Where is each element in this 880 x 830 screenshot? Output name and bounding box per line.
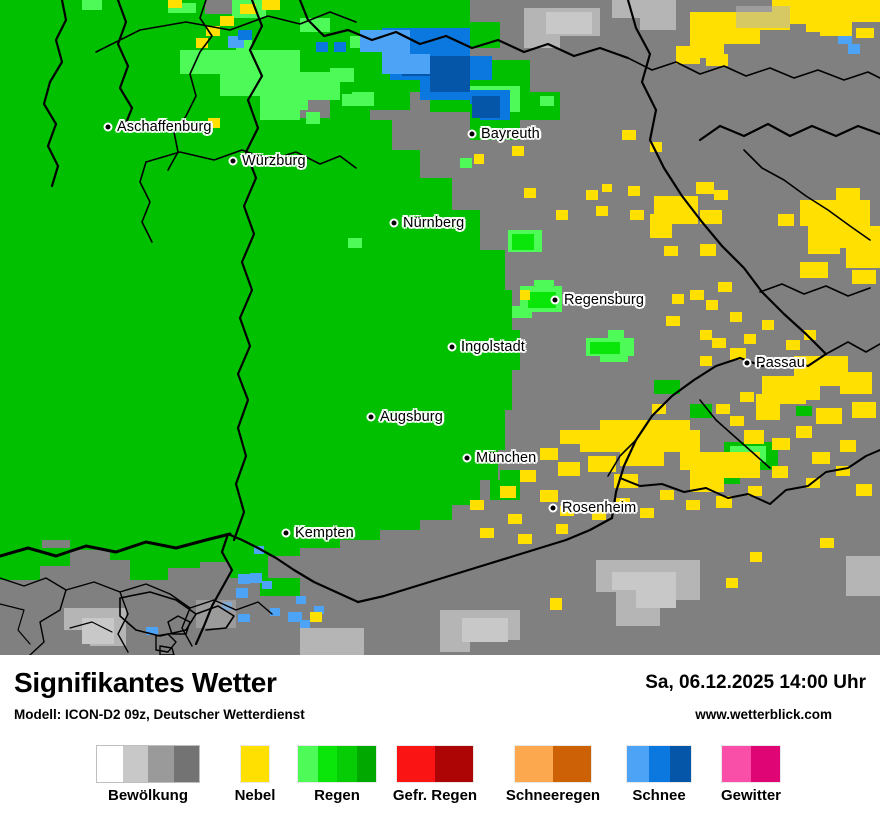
city-dot-icon: [548, 503, 558, 513]
city-label: Passau: [756, 354, 805, 371]
city-dot-icon: [103, 122, 113, 132]
valid-time: Sa, 06.12.2025 14:00 Uhr: [645, 672, 866, 693]
legend-label: Regen: [314, 787, 360, 804]
city-dot-icon: [550, 295, 560, 305]
freezing-rain-swatch: [396, 745, 474, 783]
low-cloud-layer: [64, 0, 880, 655]
city-label: Augsburg: [380, 408, 443, 425]
legend-label: Nebel: [234, 787, 276, 804]
weather-map[interactable]: Aschaffenburg Würzburg Bayreuth Nürnberg…: [0, 0, 880, 655]
cloud-swatch: [96, 745, 200, 783]
rain-swatch: [297, 745, 377, 783]
model-subtitle: Modell: ICON-D2 09z, Deutscher Wetterdie…: [14, 707, 305, 722]
legend-item-bewoelkung[interactable]: Bewölkung: [81, 745, 215, 803]
weather-map-canvas: [0, 0, 880, 655]
legend: Bewölkung Nebel Regen: [0, 745, 880, 820]
city-dot-icon: [447, 342, 457, 352]
legend-item-gefr-regen[interactable]: Gefr. Regen: [379, 745, 491, 803]
legend-label: Gefr. Regen: [392, 787, 478, 804]
city-label: Rosenheim: [562, 499, 637, 516]
city-dot-icon: [467, 129, 477, 139]
city-dot-icon: [742, 358, 752, 368]
legend-item-schneeregen[interactable]: Schneeregen: [491, 745, 615, 803]
city-dot-icon: [366, 412, 376, 422]
city-label: Ingolstadt: [461, 338, 525, 355]
legend-item-nebel[interactable]: Nebel: [215, 745, 295, 803]
city-label: Bayreuth: [481, 125, 540, 142]
legend-item-schnee[interactable]: Schnee: [615, 745, 703, 803]
legend-label: Schnee: [632, 787, 686, 804]
legend-item-regen[interactable]: Regen: [295, 745, 379, 803]
sleet-swatch: [514, 745, 592, 783]
legend-label: Gewitter: [720, 787, 781, 804]
city-dot-icon: [462, 453, 472, 463]
city-label: Regensburg: [564, 291, 644, 308]
city-dot-icon: [389, 218, 399, 228]
city-label: Aschaffenburg: [117, 118, 212, 135]
page-title: Signifikantes Wetter: [14, 667, 277, 698]
title-row: Signifikantes Wetter Modell: ICON-D2 09z…: [0, 655, 880, 727]
fog-swatch: [240, 745, 270, 783]
border-lines: [0, 0, 880, 655]
website-label: www.wetterblick.com: [695, 707, 832, 722]
footer-panel: Signifikantes Wetter Modell: ICON-D2 09z…: [0, 655, 880, 830]
city-label: Nürnberg: [403, 214, 465, 231]
snow-layer: [146, 28, 860, 635]
city-label: Kempten: [295, 524, 354, 541]
city-dot-icon: [281, 528, 291, 538]
snow-swatch: [626, 745, 692, 783]
thunderstorm-swatch: [721, 745, 781, 783]
city-label: Würzburg: [242, 152, 306, 169]
legend-label: Schneeregen: [505, 787, 601, 804]
legend-item-gewitter[interactable]: Gewitter: [703, 745, 799, 803]
legend-label: Bewölkung: [107, 787, 188, 804]
fog-layer: [168, 0, 880, 622]
city-dot-icon: [228, 156, 238, 166]
city-label: München: [476, 449, 537, 466]
